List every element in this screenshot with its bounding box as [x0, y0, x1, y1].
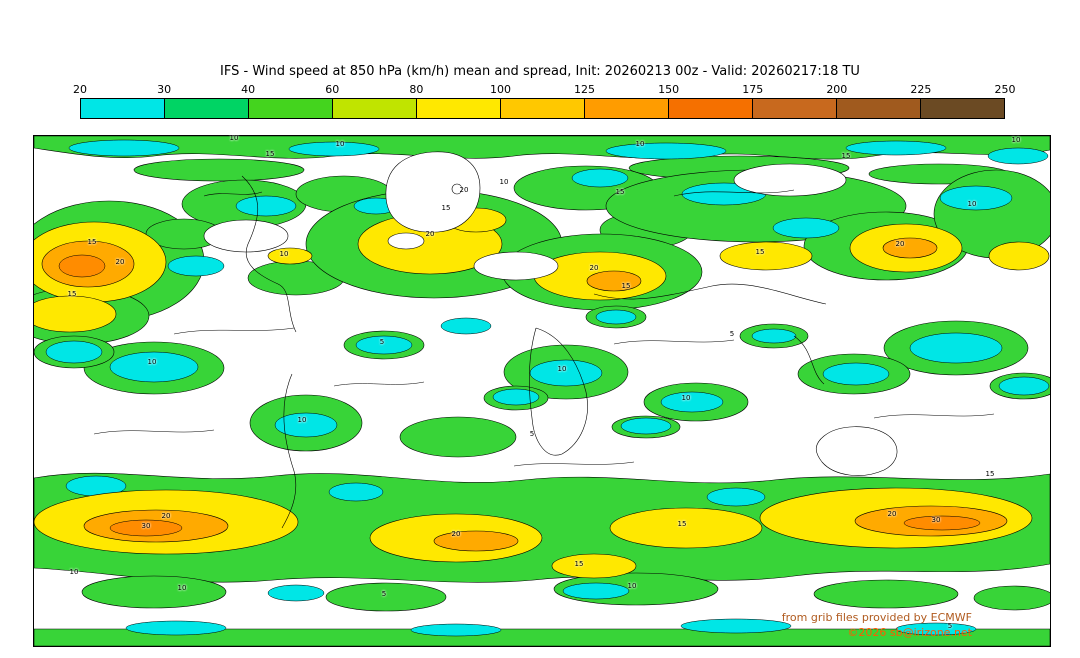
colorbar-segment — [585, 99, 669, 118]
colorbar-tick-label: 100 — [489, 83, 511, 96]
coastline-layer — [203, 175, 827, 529]
colorbar-segment — [165, 99, 249, 118]
colorbar-segment — [501, 99, 585, 118]
wind-field-deep-orange-layer — [58, 254, 981, 537]
colorbar-tick-label: 30 — [157, 83, 172, 96]
chart-title: IFS - Wind speed at 850 hPa (km/h) mean … — [220, 64, 860, 79]
wind-map-svg — [34, 136, 1050, 646]
colorbar-segment — [417, 99, 501, 118]
colorbar-ticks: 20 30 40 60 80 100 125 150 175 200 225 250 — [73, 83, 1016, 98]
colorbar-segment — [837, 99, 921, 118]
attribution-line1: from grib files provided by ECMWF — [781, 611, 972, 624]
map-panel: 10 15 10 20 15 10 15 10 15 10 15 20 15 20 20 15 15 20 10 10… — [33, 134, 1051, 647]
colorbar-tick-label: 20 — [73, 83, 87, 96]
colorbar-tick-label: 200 — [826, 83, 848, 96]
colorbar-tick-label: 80 — [409, 83, 424, 96]
colorbar-tick-label: 250 — [994, 83, 1016, 96]
colorbar-tick-label: 125 — [574, 83, 596, 96]
colorbar: 20 30 40 60 80 100 125 150 175 200 225 250 — [73, 83, 1016, 119]
colorbar-segment — [249, 99, 333, 118]
spread-contour-layer — [93, 327, 995, 467]
colorbar-tick-label: 150 — [658, 83, 680, 96]
colorbar-segment — [81, 99, 165, 118]
wind-field-cyan-layer — [45, 139, 1050, 637]
colorbar-segment — [333, 99, 417, 118]
wind-field-green-layer — [34, 136, 1050, 646]
attribution-line2: ©2026 sb@irizone.net — [847, 626, 972, 639]
land-white-layer — [203, 151, 898, 476]
colorbar-bar — [80, 98, 1005, 119]
colorbar-segment — [669, 99, 753, 118]
colorbar-segment — [753, 99, 837, 118]
colorbar-tick-label: 40 — [241, 83, 256, 96]
colorbar-tick-label: 175 — [742, 83, 764, 96]
colorbar-tick-label: 225 — [910, 83, 932, 96]
colorbar-segment — [921, 99, 1004, 118]
colorbar-tick-label: 60 — [325, 83, 340, 96]
